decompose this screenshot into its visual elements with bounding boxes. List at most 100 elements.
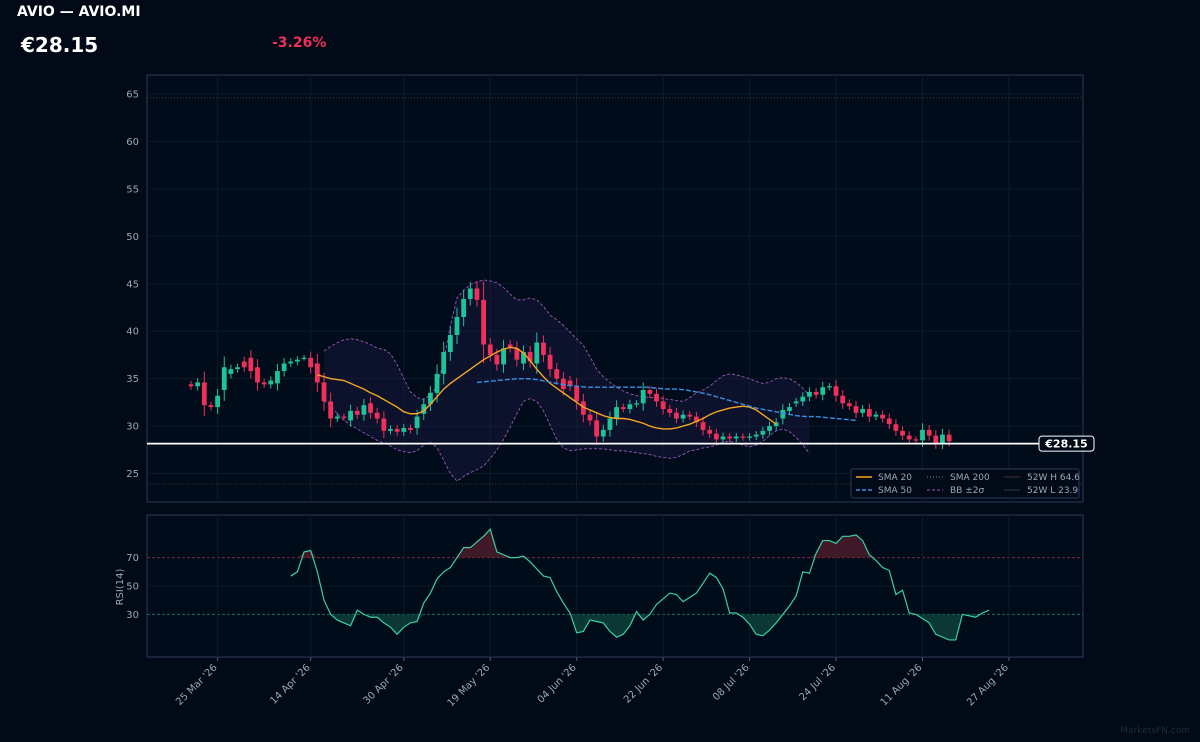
candle-body <box>255 367 260 383</box>
candle-body <box>188 384 194 387</box>
last-price-label: €28.15 <box>1044 438 1087 451</box>
candle-body <box>474 288 480 300</box>
price-y-tick: 50 <box>126 232 139 243</box>
candle-body <box>820 387 826 395</box>
candle-body <box>541 342 546 355</box>
watermark: MarketsFN.com <box>1120 726 1190 736</box>
candle-body <box>394 428 400 432</box>
candle-body <box>727 436 733 439</box>
rsi-y-tick: 50 <box>126 582 139 593</box>
sma20-line <box>317 346 777 430</box>
candle-body <box>554 369 560 379</box>
candle-body <box>354 410 360 415</box>
current-price: €28.15 <box>21 33 99 57</box>
candle-body <box>866 409 872 417</box>
candle-body <box>228 369 234 374</box>
rsi-overbought-fill <box>290 529 989 558</box>
candle-body <box>281 363 287 372</box>
candle-body <box>614 407 619 419</box>
price-y-tick: 25 <box>126 469 139 480</box>
candle-body <box>321 382 327 402</box>
candle-body <box>753 434 759 437</box>
candle-body <box>501 348 506 365</box>
candle-body <box>813 391 819 395</box>
last-price-line: €28.15 <box>147 435 1095 452</box>
candle-body <box>620 407 626 410</box>
candle-body <box>467 288 473 299</box>
legend-box <box>850 468 1080 499</box>
candle-body <box>913 439 919 441</box>
bollinger-bands <box>323 279 810 482</box>
candle-body <box>580 401 586 415</box>
candle-body <box>674 412 679 419</box>
candle-body <box>660 401 666 410</box>
candle-body <box>880 414 885 419</box>
candle-body <box>594 420 600 437</box>
candle-body <box>926 429 932 436</box>
candle-body <box>707 429 713 434</box>
candle-body <box>713 433 719 440</box>
x-tick-label: 11 Aug '26 <box>879 662 925 708</box>
candle-body <box>414 416 420 428</box>
price-y-tick: 65 <box>126 89 139 100</box>
candle-body <box>328 401 334 419</box>
candle-body <box>487 344 493 355</box>
candle-body <box>461 298 467 317</box>
candlesticks <box>188 281 952 450</box>
sma50-line <box>476 377 857 422</box>
bollinger-lower <box>323 398 810 482</box>
moving-averages <box>317 346 857 430</box>
candle-body <box>647 390 653 394</box>
candle-body <box>567 380 573 387</box>
candle-body <box>853 406 859 413</box>
candle-body <box>873 414 879 417</box>
x-tick-label: 04 Jun '26 <box>536 662 579 705</box>
candle-body <box>314 363 320 383</box>
rsi-line <box>290 528 990 641</box>
candle-body <box>221 367 227 391</box>
candle-body <box>507 344 513 349</box>
candle-body <box>900 430 905 436</box>
candle-body <box>381 418 387 431</box>
candle-body <box>441 352 447 374</box>
candle-body <box>933 435 939 444</box>
candle-body <box>534 342 540 364</box>
x-tick-label: 22 Jun '26 <box>622 662 665 705</box>
x-tick-label: 27 Aug '26 <box>965 662 1011 708</box>
candle-body <box>494 354 500 365</box>
candle-body <box>195 382 201 387</box>
candle-body <box>733 436 739 439</box>
candle-body <box>587 414 593 421</box>
candle-body <box>827 386 832 388</box>
candle-body <box>886 418 892 425</box>
candle-body <box>946 434 952 442</box>
price-change: -3.26% <box>272 35 327 51</box>
candle-body <box>561 378 566 390</box>
candle-body <box>906 435 912 440</box>
candle-body <box>807 391 812 397</box>
legend-52wh: 52W H 64.6 <box>1027 473 1080 483</box>
price-y-ticks: 25 30 35 40 45 50 55 60 65 <box>126 89 139 480</box>
bollinger-upper <box>323 279 810 402</box>
candle-body <box>434 373 440 393</box>
candle-body <box>787 407 792 411</box>
x-tick-label: 14 Apr '26 <box>268 662 312 706</box>
candle-body <box>275 371 280 384</box>
candle-body <box>793 401 799 404</box>
ticker-title: AVIO — AVIO.MI <box>17 4 141 20</box>
candle-body <box>235 367 240 370</box>
candle-body <box>295 359 300 362</box>
bollinger-fill <box>324 279 810 482</box>
candle-body <box>634 403 639 405</box>
price-y-tick: 60 <box>126 137 139 148</box>
x-tick-label: 25 Mar '26 <box>174 662 220 708</box>
candle-body <box>767 426 772 431</box>
candle-body <box>481 299 486 345</box>
candle-body <box>521 352 526 364</box>
candle-body <box>447 334 453 353</box>
candle-body <box>654 393 659 402</box>
candle-body <box>846 403 852 407</box>
candle-body <box>740 436 746 438</box>
candle-body <box>780 409 786 419</box>
